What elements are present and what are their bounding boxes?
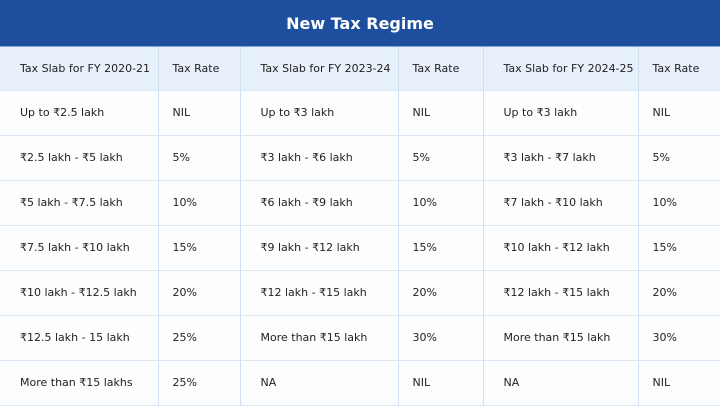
tax-rate-cell: NIL (638, 90, 720, 136)
tax-rate-cell: 10% (158, 180, 241, 226)
tax-slab-cell: Up to ₹3 lakh (483, 90, 639, 136)
table-row: ₹12.5 lakh - 15 lakh 25% More than ₹15 lak… (0, 315, 720, 361)
tax-slab-cell: ₹12 lakh - ₹15 lakh (240, 270, 399, 316)
tax-rate-cell: 20% (158, 270, 241, 316)
tax-rate-cell: NIL (638, 360, 720, 406)
tax-slab-cell: ₹3 lakh - ₹7 lakh (483, 135, 639, 181)
tax-slab-cell: NA (240, 360, 399, 406)
tax-rate-cell: NIL (398, 90, 484, 136)
tax-slab-cell: ₹5 lakh - ₹7.5 lakh (0, 180, 159, 226)
tax-slab-cell: Up to ₹2.5 lakh (0, 90, 159, 136)
column-header: Tax Slab for FY 2020-21 (0, 47, 159, 91)
tax-slab-cell: ₹7.5 lakh - ₹10 lakh (0, 225, 159, 271)
tax-rate-cell: 15% (398, 225, 484, 271)
tax-slab-cell: ₹12.5 lakh - 15 lakh (0, 315, 159, 361)
header-row: Tax Slab for FY 2020-21 Tax Rate Tax Slab … (0, 47, 720, 91)
tax-slab-cell: ₹7 lakh - ₹10 lakh (483, 180, 639, 226)
tax-rate-cell: 15% (158, 225, 241, 271)
tax-rate-cell: 30% (638, 315, 720, 361)
table-row: Up to ₹2.5 lakh NIL Up to ₹3 lakh NIL Up to … (0, 90, 720, 136)
table-row: More than ₹15 lakhs 25% NA NIL NA NIL (0, 360, 720, 406)
tax-rate-cell: 5% (638, 135, 720, 181)
tax-rate-cell: 15% (638, 225, 720, 271)
tax-rate-cell: 25% (158, 315, 241, 361)
tax-rate-cell: 20% (638, 270, 720, 316)
table-row: ₹2.5 lakh - ₹5 lakh 5% ₹3 lakh - ₹6 lakh 5%… (0, 135, 720, 181)
column-header: Tax Rate (638, 47, 720, 91)
column-header: Tax Slab for FY 2024-25 (483, 47, 639, 91)
tax-rate-cell: 10% (638, 180, 720, 226)
table-row: ₹7.5 lakh - ₹10 lakh 15% ₹9 lakh - ₹12 lak… (0, 225, 720, 271)
tax-rate-cell: 5% (398, 135, 484, 181)
tax-rate-cell: 10% (398, 180, 484, 226)
tax-slab-cell: More than ₹15 lakh (483, 315, 639, 361)
tax-slab-cell: More than ₹15 lakh (240, 315, 399, 361)
column-header: Tax Slab for FY 2023-24 (240, 47, 399, 91)
tax-slab-cell: NA (483, 360, 639, 406)
tax-rate-cell: NIL (158, 90, 241, 136)
tax-slab-cell: ₹10 lakh - ₹12 lakh (483, 225, 639, 271)
tax-slab-cell: More than ₹15 lakhs (0, 360, 159, 406)
column-header: Tax Rate (398, 47, 484, 91)
tax-rate-cell: 25% (158, 360, 241, 406)
tax-slab-cell: ₹12 lakh - ₹15 lakh (483, 270, 639, 316)
column-header: Tax Rate (158, 47, 241, 91)
tax-slab-cell: ₹3 lakh - ₹6 lakh (240, 135, 399, 181)
tax-rate-cell: 5% (158, 135, 241, 181)
table-row: ₹10 lakh - ₹12.5 lakh 20% ₹12 lakh - ₹15 l… (0, 270, 720, 316)
tax-slab-cell: ₹9 lakh - ₹12 lakh (240, 225, 399, 271)
tax-slab-table: Tax Slab for FY 2020-21 Tax Rate Tax Slab … (0, 47, 720, 406)
tax-slab-cell: ₹10 lakh - ₹12.5 lakh (0, 270, 159, 316)
tax-rate-cell: 30% (398, 315, 484, 361)
tax-rate-cell: NIL (398, 360, 484, 406)
table-row: ₹5 lakh - ₹7.5 lakh 10% ₹6 lakh - ₹9 lakh 1… (0, 180, 720, 226)
tax-rate-cell: 20% (398, 270, 484, 316)
tax-slab-cell: ₹2.5 lakh - ₹5 lakh (0, 135, 159, 181)
tax-slab-cell: ₹6 lakh - ₹9 lakh (240, 180, 399, 226)
tax-slab-cell: Up to ₹3 lakh (240, 90, 399, 136)
page-title: New Tax Regime (0, 0, 720, 47)
